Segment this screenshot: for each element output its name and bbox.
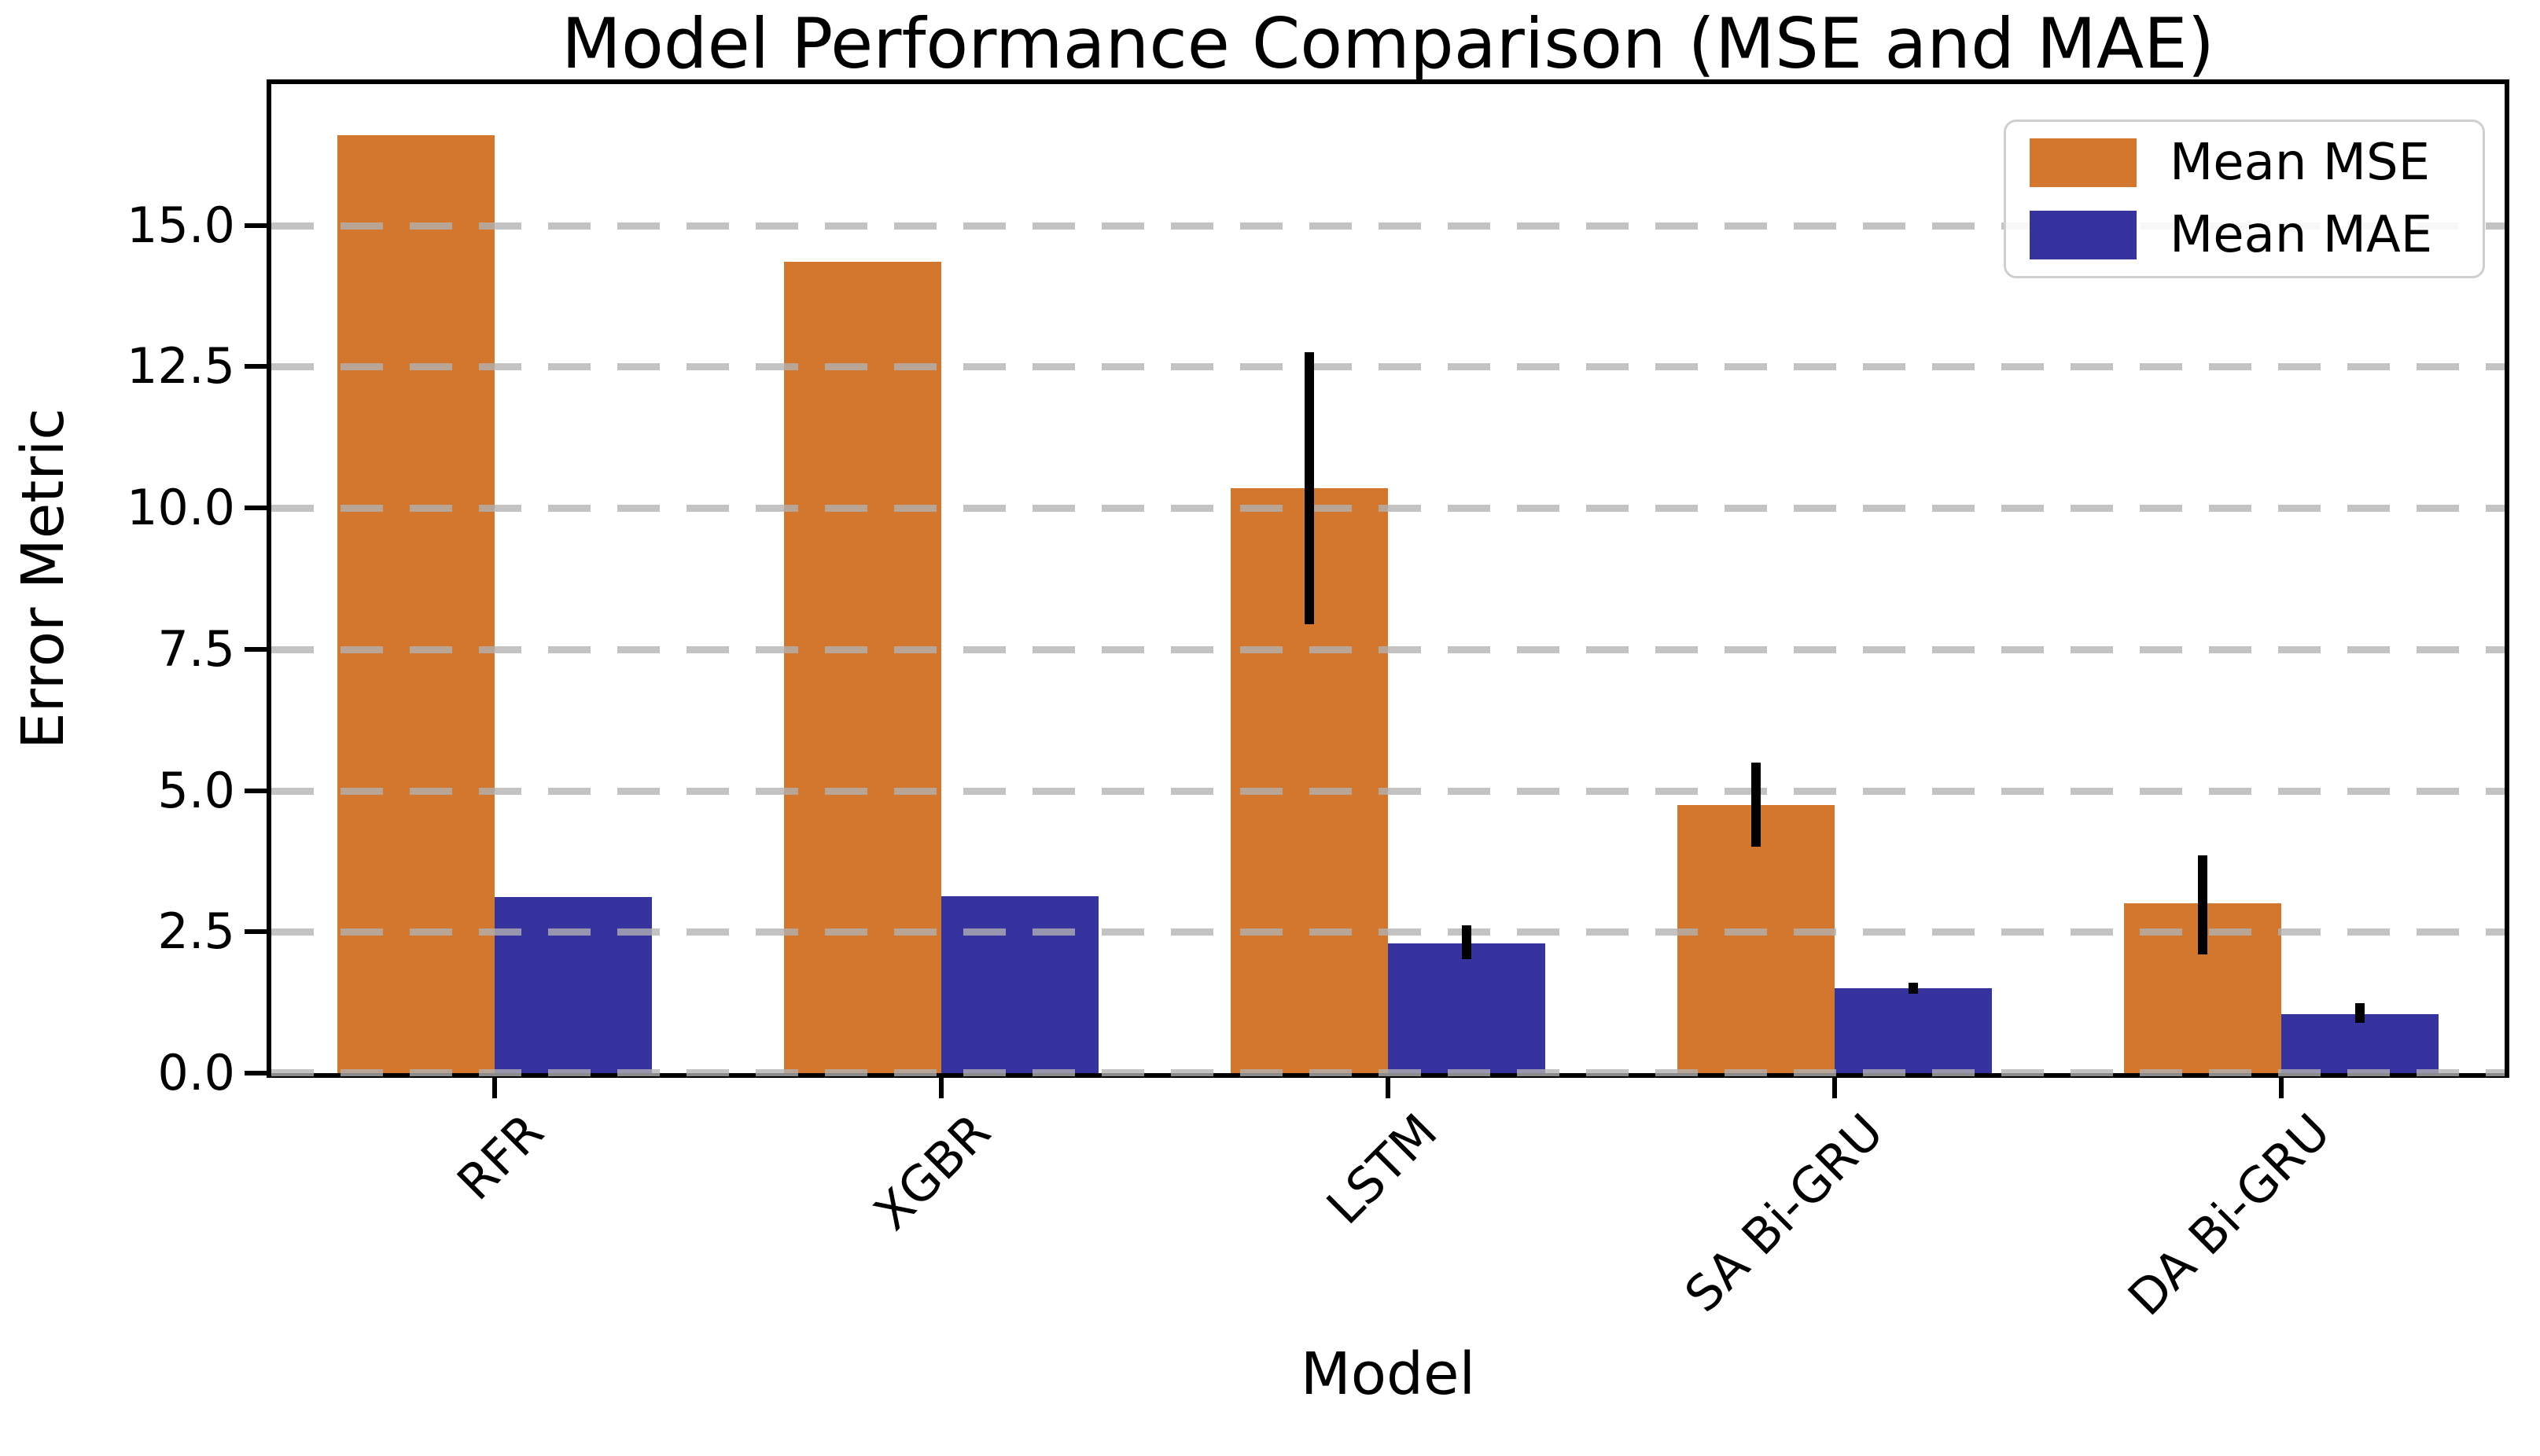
x-tick-label-xgbr: XGBR xyxy=(863,1102,1002,1241)
y-tick-mark-0 xyxy=(245,1071,267,1075)
x-tick-label-rfr: RFR xyxy=(446,1102,555,1211)
x-tick-label-lstm: LSTM xyxy=(1315,1102,1449,1236)
gridline-y-5 xyxy=(271,787,2505,795)
y-tick-label-2.5: 2.5 xyxy=(157,903,235,961)
error-bar-mean-mae-lstm xyxy=(1462,925,1471,959)
legend-row-mae: Mean MAE xyxy=(2030,210,2459,260)
x-tick-label-da-bi-gru: DA Bi-GRU xyxy=(2117,1102,2342,1327)
y-tick-label-15: 15.0 xyxy=(126,196,235,254)
x-tick-mark-da-bi-gru xyxy=(2279,1078,2284,1098)
error-bar-mean-mse-da-bi-gru xyxy=(2198,855,2207,955)
gridline-y-10 xyxy=(271,505,2505,513)
y-tick-label-0: 0.0 xyxy=(157,1044,235,1101)
y-tick-label-12.5: 12.5 xyxy=(126,337,235,395)
y-tick-label-7.5: 7.5 xyxy=(157,620,235,678)
x-tick-mark-sa-bi-gru xyxy=(1832,1078,1837,1098)
chart-title: Model Performance Comparison (MSE and MA… xyxy=(561,3,2214,84)
y-tick-mark-2.5 xyxy=(245,929,267,935)
x-tick-mark-xgbr xyxy=(939,1078,944,1098)
y-tick-mark-5 xyxy=(245,788,267,793)
y-axis-label: Error Metric xyxy=(9,408,77,749)
legend-row-mse: Mean MSE xyxy=(2030,138,2459,188)
bar-mean-mse-sa-bi-gru xyxy=(1677,804,1835,1073)
bar-mean-mae-xgbr xyxy=(941,895,1099,1073)
y-tick-mark-12.5 xyxy=(245,364,267,370)
error-bar-mean-mse-sa-bi-gru xyxy=(1751,762,1761,847)
x-tick-mark-lstm xyxy=(1386,1078,1390,1098)
bar-mean-mse-rfr xyxy=(337,134,495,1073)
gridline-y-7.5 xyxy=(271,645,2505,653)
x-tick-mark-rfr xyxy=(492,1078,497,1098)
y-tick-mark-7.5 xyxy=(245,646,267,652)
bar-mean-mae-da-bi-gru xyxy=(2281,1013,2439,1073)
bar-mean-mae-sa-bi-gru xyxy=(1835,988,1992,1073)
error-bar-mean-mae-sa-bi-gru xyxy=(1909,982,1918,995)
legend-label-mse: Mean MSE xyxy=(2170,134,2430,192)
x-axis-label: Model xyxy=(1300,1340,1476,1408)
legend-label-mae: Mean MAE xyxy=(2170,206,2433,264)
bar-mean-mse-xgbr xyxy=(784,262,941,1073)
legend-swatch-mae xyxy=(2030,211,2137,259)
legend-swatch-mse xyxy=(2030,138,2137,187)
error-bar-mean-mse-lstm xyxy=(1305,352,1314,624)
bar-mean-mae-rfr xyxy=(495,896,652,1073)
x-tick-label-sa-bi-gru: SA Bi-GRU xyxy=(1673,1102,1895,1323)
y-tick-mark-15 xyxy=(245,222,267,228)
legend: Mean MSE Mean MAE xyxy=(2004,119,2485,278)
gridline-y-12.5 xyxy=(271,363,2505,371)
error-bar-mean-mae-da-bi-gru xyxy=(2355,1002,2365,1024)
y-tick-mark-10 xyxy=(245,506,267,511)
bar-mean-mae-lstm xyxy=(1388,943,1545,1073)
y-tick-label-5: 5.0 xyxy=(157,761,235,819)
y-tick-label-10: 10.0 xyxy=(126,479,235,537)
